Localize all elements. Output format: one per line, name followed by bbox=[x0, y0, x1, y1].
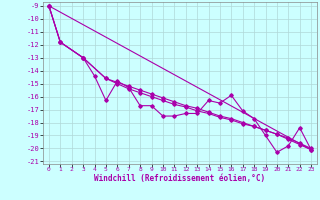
X-axis label: Windchill (Refroidissement éolien,°C): Windchill (Refroidissement éolien,°C) bbox=[94, 174, 266, 183]
